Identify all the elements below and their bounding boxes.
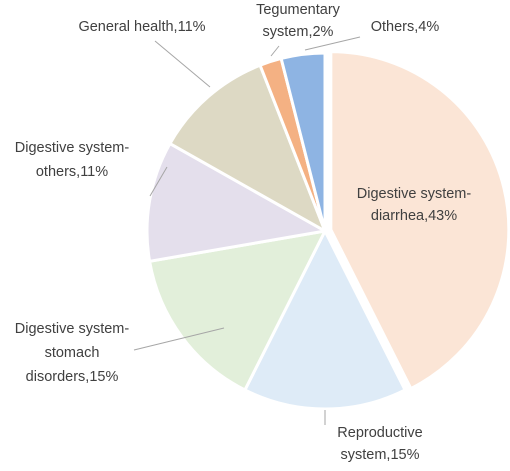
leader-line <box>304 36 361 51</box>
leader-line <box>270 45 280 57</box>
slice-label-line: General health,11% <box>78 19 205 35</box>
pie-slice <box>329 50 510 391</box>
slice-label-line: stomach <box>45 345 100 361</box>
pie-slice <box>147 229 328 392</box>
slice-label-line: others,11% <box>36 164 108 180</box>
leader-line <box>154 40 211 88</box>
pie-slice <box>242 227 408 411</box>
slice-label: Tegumentary system,2% <box>256 2 341 40</box>
leader-line <box>133 327 225 351</box>
slice-label-line: disorders,15% <box>26 369 119 385</box>
pie-slice <box>279 51 327 232</box>
slice-label-line: diarrhea,43% <box>371 208 457 224</box>
leader-lines <box>133 36 361 425</box>
slice-label: Reproductive system,15% <box>337 425 422 463</box>
slice-labels: Digestive system-diarrhea,43% Reproductiv… <box>15 2 472 463</box>
slice-label-line: Digestive system- <box>15 321 130 337</box>
leader-line <box>149 166 168 197</box>
slice-label-line: Digestive system- <box>15 140 130 156</box>
pie-slices <box>145 50 510 411</box>
slice-label-line: Reproductive <box>337 425 422 441</box>
slice-label-line: system,2% <box>263 24 334 40</box>
slice-label: Digestive system-stomach disorders,15% <box>15 321 130 385</box>
pie-slice <box>167 63 328 235</box>
slice-label-line: system,15% <box>341 447 420 463</box>
slice-label-line: Others,4% <box>371 19 440 35</box>
pie-slice <box>145 141 330 264</box>
slice-label: Digestive system-others,11% <box>15 140 130 180</box>
slice-label-line: Digestive system- <box>357 186 472 202</box>
slice-label-line: Tegumentary <box>256 2 341 18</box>
slice-label: Others,4% <box>371 19 440 35</box>
slice-label: Digestive system-diarrhea,43% <box>357 186 472 224</box>
slice-label: General health,11% <box>78 19 205 35</box>
